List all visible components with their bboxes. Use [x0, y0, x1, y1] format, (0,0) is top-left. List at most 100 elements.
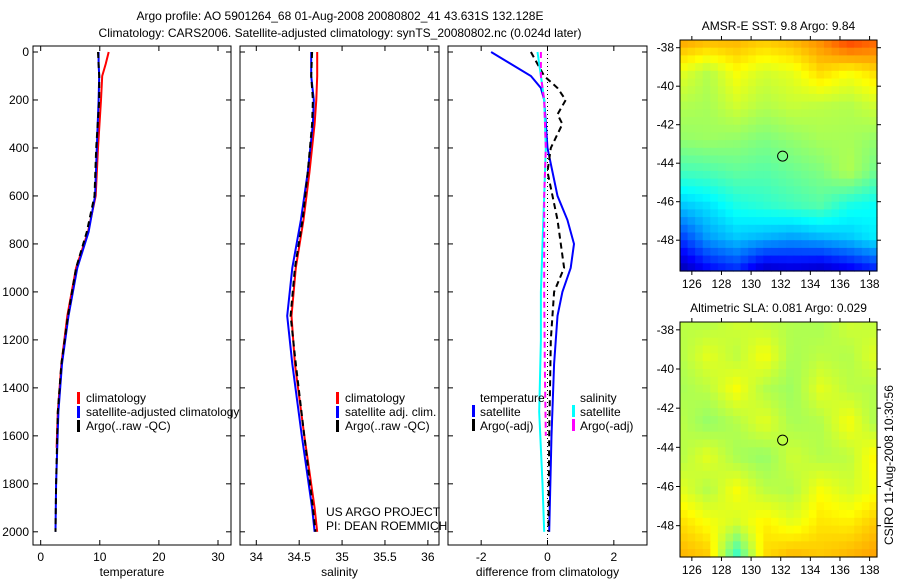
heatmap-cell [793, 525, 802, 535]
heatmap-cell [861, 455, 871, 464]
heatmap-cell [808, 416, 817, 425]
heatmap-cell [861, 194, 871, 203]
heatmap-cell [778, 240, 787, 249]
heatmap-cell [839, 517, 848, 527]
heatmap-cell [748, 240, 757, 249]
heatmap-cell [763, 232, 772, 241]
heatmap-cell [680, 369, 689, 378]
heatmap-cell [740, 232, 749, 241]
heatmap-cell [687, 416, 696, 425]
heatmap-cell [740, 194, 749, 203]
heatmap-cell [808, 240, 817, 249]
heatmap-cell [740, 408, 749, 417]
heatmap-cell [839, 345, 848, 354]
heatmap-cell [816, 117, 825, 126]
heatmap-cell [770, 186, 780, 195]
heatmap-cell [755, 369, 764, 378]
heatmap-cell [861, 63, 871, 72]
heatmap-cell [687, 447, 696, 456]
heatmap-cell [861, 549, 871, 558]
heatmap-cell [808, 345, 817, 354]
heatmap-cell [763, 337, 772, 347]
heatmap-cell [687, 124, 696, 133]
heatmap-cell [861, 178, 871, 187]
heatmap-cell [839, 109, 848, 118]
heatmap-cell [786, 345, 795, 354]
heatmap-cell [793, 117, 802, 126]
heatmap-cell [740, 255, 749, 264]
heatmap-cell [823, 78, 833, 87]
heatmap-cell [778, 525, 787, 535]
heatmap-cell [687, 70, 696, 80]
heatmap-cell [869, 470, 878, 480]
heatmap-cell [861, 329, 871, 339]
heatmap-cell [831, 255, 840, 264]
heatmap-cell [702, 232, 711, 241]
heatmap-cell [710, 439, 719, 448]
heatmap-cell [680, 194, 689, 203]
heatmap-cell [808, 455, 817, 464]
heatmap-cell [793, 431, 802, 441]
heatmap-cell [869, 186, 878, 195]
heatmap-cell [710, 486, 719, 495]
heatmap-cell [695, 384, 704, 394]
heatmap-cell [702, 353, 711, 362]
heatmap-cell [763, 78, 772, 87]
heatmap-cell [710, 423, 719, 433]
heatmap-cell [717, 455, 727, 464]
heatmap-cell [717, 186, 727, 195]
heatmap-cell [839, 201, 848, 210]
heatmap-cell [861, 217, 871, 226]
heatmap-cell [695, 510, 704, 519]
heatmap-cell [861, 353, 871, 362]
heatmap-cell [808, 140, 817, 149]
heatmap-cell [793, 163, 802, 172]
heatmap-cell [793, 194, 802, 203]
heatmap-cell [755, 329, 764, 339]
heatmap-cell [725, 147, 734, 157]
heatmap-cell [710, 416, 719, 425]
heatmap-cell [695, 70, 704, 80]
heatmap-cell [869, 263, 878, 272]
heatmap-cell [755, 209, 764, 218]
heatmap-cell [801, 170, 810, 180]
heatmap-cell [869, 132, 878, 141]
heatmap-cell [687, 163, 696, 172]
heatmap-cell [755, 494, 764, 503]
heatmap-cell [808, 217, 817, 226]
heatmap-cell [687, 63, 696, 72]
heatmap-cell [846, 541, 855, 550]
heatmap-cell [861, 224, 871, 234]
heatmap-cell [778, 132, 787, 141]
heatmap-cell [801, 353, 810, 362]
heatmap-cell [710, 40, 719, 49]
heatmap-cell [770, 240, 780, 249]
heatmap-cell [816, 170, 825, 180]
heatmap-cell [770, 86, 780, 95]
heatmap-cell [839, 463, 848, 472]
heatmap-cell [702, 117, 711, 126]
heatmap-cell [808, 132, 817, 141]
heatmap-cell [717, 263, 727, 272]
heatmap-cell [854, 117, 863, 126]
heatmap-cell [816, 400, 825, 409]
heatmap-cell [770, 78, 780, 87]
heatmap-cell [748, 463, 757, 472]
heatmap-cell [763, 155, 772, 164]
heatmap-cell [786, 55, 795, 64]
heatmap-cell [687, 384, 696, 394]
heatmap-cell [733, 70, 742, 80]
heatmap-cell [695, 109, 704, 118]
y-tick-label: 800 [9, 237, 29, 251]
heatmap-cell [786, 109, 795, 118]
heatmap-cell [823, 217, 833, 226]
heatmap-cell [725, 494, 734, 503]
credit-pi: PI: DEAN ROEMMICH [326, 519, 447, 533]
x-tick-label: 134 [800, 277, 820, 291]
legend-swatch [77, 392, 80, 404]
heatmap-cell [695, 155, 704, 164]
heatmap-cell [717, 101, 727, 110]
heatmap-cell [778, 361, 787, 370]
x-tick-label: 136 [830, 563, 850, 577]
heatmap-cell [710, 322, 719, 331]
